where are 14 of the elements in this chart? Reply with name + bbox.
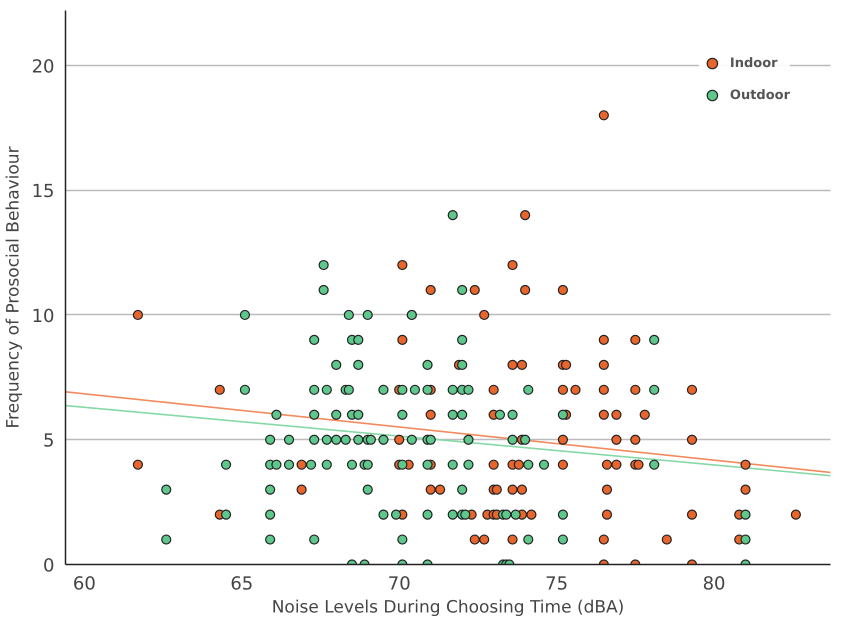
x-tick-label: 65	[230, 574, 254, 594]
y-tick-label: 0	[43, 556, 54, 576]
y-tick-label: 15	[32, 181, 54, 202]
y-axis-title: Frequency of Prosocial Behaviour	[4, 146, 24, 429]
x-tick-label: 75	[545, 574, 568, 594]
y-tick-label: 5	[43, 430, 54, 452]
y-tick-label: 10	[32, 306, 54, 327]
x-tick-label: 80	[702, 574, 726, 594]
x-axis-title: Noise Levels During Choosing Time (dBA)	[272, 598, 624, 618]
legend-label: Indoor	[730, 56, 778, 70]
legend-label: Outdoor	[730, 88, 790, 102]
x-tick-label: 70	[388, 574, 411, 594]
y-tick-label: 20	[32, 56, 54, 78]
x-tick-label: 60	[72, 574, 96, 594]
